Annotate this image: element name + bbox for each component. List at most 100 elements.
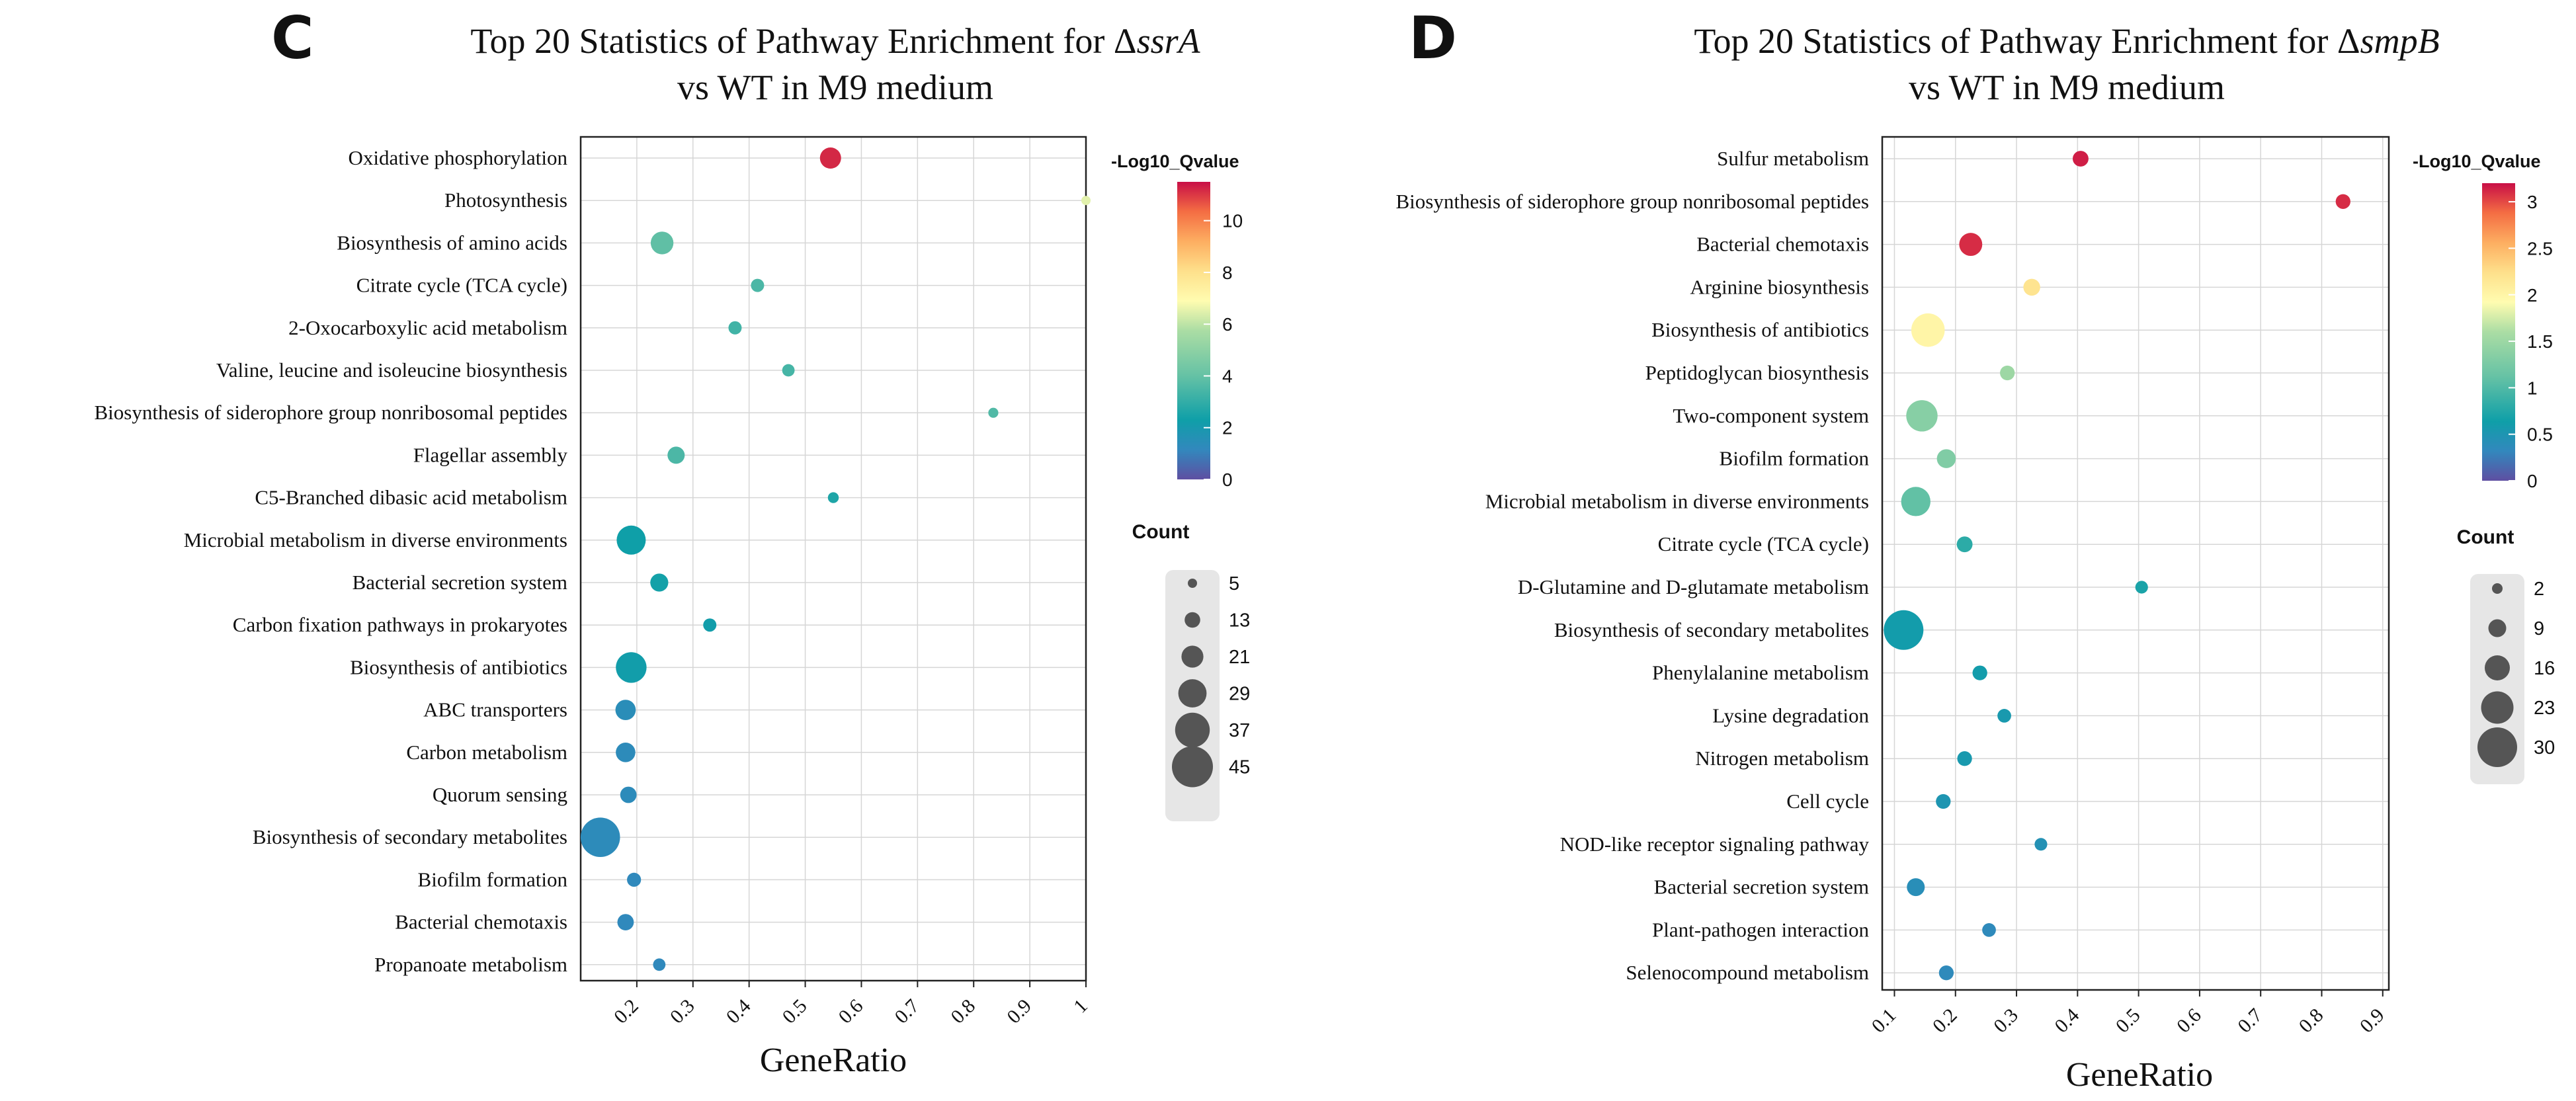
- size-legend-items-d: 2 9 16 23 30: [2477, 579, 2555, 767]
- data-point: [1982, 923, 1996, 937]
- chart-title-d-line2: vs WT in M9 medium: [1909, 67, 2225, 107]
- category-label: Propanoate metabolism: [374, 953, 567, 976]
- data-point: [1956, 536, 1973, 553]
- data-point: [580, 817, 620, 857]
- size-legend-label: 5: [1229, 573, 1239, 594]
- color-bar-tick-label: 6: [1222, 314, 1233, 335]
- data-point: [819, 147, 841, 169]
- size-legend-label: 29: [1229, 684, 1250, 705]
- color-legend-title-d: -Log10_Qvalue: [2413, 151, 2541, 171]
- category-label: ABC transporters: [423, 698, 567, 721]
- x-axis-title-d: GeneRatio: [2066, 1056, 2213, 1094]
- size-legend-label: 9: [2534, 618, 2544, 639]
- plot-area-c: Oxidative phosphorylation Photosynthesis B…: [95, 136, 1092, 1028]
- category-label: Biofilm formation: [1720, 447, 1870, 470]
- size-legend-d: Count 2 9 16 23 30: [2457, 526, 2555, 784]
- category-label: Carbon fixation pathways in prokaryotes: [233, 613, 567, 636]
- data-point: [2023, 278, 2040, 296]
- category-label: D-Glutamine and D-glutamate metabolism: [1518, 575, 1869, 598]
- data-point: [650, 573, 669, 592]
- data-point: [650, 231, 674, 255]
- data-point: [653, 958, 666, 971]
- category-label: Biofilm formation: [418, 868, 568, 891]
- x-tick-label: 0.8: [2295, 1004, 2328, 1038]
- x-tick-label: 0.9: [1003, 995, 1036, 1028]
- category-label: Oxidative phosphorylation: [349, 146, 568, 169]
- x-tick-label: 0.2: [610, 995, 643, 1028]
- x-tick-label: 0.6: [835, 995, 868, 1028]
- category-label: Biosynthesis of antibiotics: [1651, 318, 1869, 341]
- data-point: [2335, 194, 2350, 209]
- data-point: [616, 525, 646, 555]
- color-bar-tick-label: 2: [2527, 285, 2538, 306]
- x-axis-title-c: GeneRatio: [760, 1041, 907, 1079]
- size-legend-label: 16: [2534, 658, 2555, 679]
- size-legend-c: Count 5 13 21 29 37 45: [1132, 521, 1250, 821]
- category-label: Phenylalanine metabolism: [1652, 661, 1869, 684]
- size-legend-label: 45: [1229, 757, 1250, 778]
- color-bar-tick-label: 8: [1222, 263, 1233, 283]
- category-label: Biosynthesis of siderophore group nonrib…: [1396, 190, 1870, 213]
- data-point: [1911, 313, 1945, 347]
- category-label: Citrate cycle (TCA cycle): [356, 274, 567, 297]
- category-label: C5-Branched dibasic acid metabolism: [255, 486, 567, 509]
- plot-frame: [579, 136, 1087, 982]
- size-legend-title-c: Count: [1132, 521, 1190, 543]
- category-label: Microbial metabolism in diverse environm…: [1485, 489, 1869, 512]
- data-point: [616, 743, 636, 762]
- data-point: [617, 914, 634, 930]
- color-legend-c: -Log10_Qvalue 0 2 4 6 8 10: [1111, 151, 1243, 490]
- color-bar-tick-label: 0: [2527, 471, 2538, 491]
- x-tick-label: 0.9: [2356, 1004, 2389, 1038]
- category-label: Plant-pathogen interaction: [1652, 918, 1869, 941]
- size-legend-label: 37: [1229, 720, 1250, 741]
- x-tick-label: 0.3: [1989, 1004, 2022, 1038]
- x-tick-label: 0.7: [890, 995, 923, 1028]
- data-point: [2073, 151, 2089, 167]
- category-label: Peptidoglycan biosynthesis: [1645, 361, 1869, 384]
- data-point: [2034, 838, 2048, 851]
- data-point: [620, 786, 637, 803]
- data-point: [2000, 365, 2015, 381]
- x-tick-label: 0.5: [778, 995, 811, 1028]
- size-legend-circle: [2477, 727, 2517, 767]
- size-legend-circle: [1172, 746, 1213, 788]
- data-point: [1959, 233, 1983, 257]
- data-point: [616, 652, 647, 683]
- color-bar-d: [2482, 183, 2515, 481]
- x-tick-label: 0.7: [2233, 1004, 2266, 1038]
- panel-d: D Top 20 Statistics of Pathway Enrichmen…: [1396, 4, 2555, 1094]
- x-tick-label: 0.1: [1868, 1004, 1901, 1038]
- category-label: Cell cycle: [1786, 790, 1869, 813]
- color-bar-tick-label: 3: [2527, 192, 2538, 212]
- color-bar-tick-label: 1.5: [2527, 331, 2553, 352]
- color-bar-ticks-c: 0 2 4 6 8 10: [1204, 211, 1243, 490]
- chart-title-c-line2: vs WT in M9 medium: [677, 67, 993, 107]
- size-legend-circle: [2492, 583, 2503, 594]
- x-tick-label: 0.4: [722, 995, 755, 1028]
- category-label: Bacterial chemotaxis: [1696, 233, 1869, 256]
- size-legend-label: 2: [2534, 579, 2544, 600]
- plot-frame: [1881, 136, 2390, 991]
- color-bar-tick-label: 1: [2527, 378, 2538, 398]
- size-legend-circle: [1188, 579, 1197, 588]
- color-legend-d: -Log10_Qvalue 0 0.5 1 1.5 2 2.5 3: [2413, 151, 2553, 491]
- category-label: Flagellar assembly: [413, 443, 568, 466]
- data-point: [782, 364, 795, 377]
- color-bar-tick-label: 2.5: [2527, 238, 2553, 259]
- color-legend-title-c: -Log10_Qvalue: [1111, 151, 1239, 171]
- color-bar-tick-label: 2: [1222, 418, 1233, 438]
- data-point: [1972, 665, 1987, 680]
- category-label: Biosynthesis of secondary metabolites: [253, 825, 567, 848]
- plot-area-d: Sulfur metabolism Biosynthesis of siderop…: [1396, 136, 2390, 1038]
- category-label: Bacterial chemotaxis: [395, 911, 567, 934]
- data-point: [615, 700, 636, 720]
- size-legend-title-d: Count: [2457, 526, 2514, 548]
- chart-title-d-line1: Top 20 Statistics of Pathway Enrichment …: [1694, 21, 2439, 61]
- category-label: Biosynthesis of secondary metabolites: [1554, 618, 1869, 641]
- size-legend-circle: [1184, 612, 1200, 628]
- category-label: Lysine degradation: [1712, 704, 1869, 727]
- data-point: [1081, 196, 1091, 206]
- category-label: NOD-like receptor signaling pathway: [1560, 833, 1870, 856]
- size-legend-circle: [1178, 679, 1207, 708]
